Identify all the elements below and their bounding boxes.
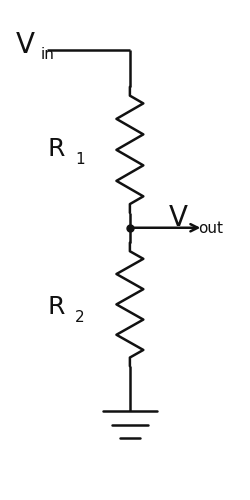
Text: 1: 1 xyxy=(75,152,85,167)
Text: $\mathregular{V}$: $\mathregular{V}$ xyxy=(15,31,36,59)
Text: out: out xyxy=(198,221,223,236)
Text: $\mathregular{V}$: $\mathregular{V}$ xyxy=(168,204,188,232)
Text: 2: 2 xyxy=(75,310,85,325)
Text: $\mathregular{R}$: $\mathregular{R}$ xyxy=(47,295,66,319)
Text: in: in xyxy=(41,47,54,62)
Text: $\mathregular{R}$: $\mathregular{R}$ xyxy=(47,136,66,160)
